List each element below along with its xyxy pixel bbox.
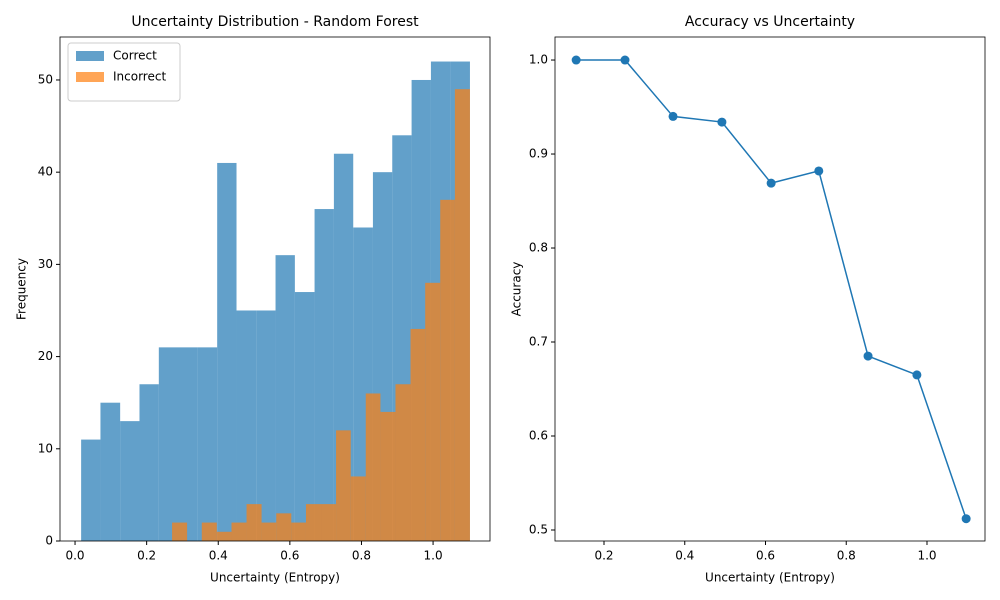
histogram-bar [231,522,247,541]
x-tick-label: 1.0 [917,549,936,563]
histogram-bar [100,402,121,541]
histogram-bar [275,255,295,541]
histogram-bar [410,328,426,541]
histogram-bar [256,310,276,541]
x-tick-label: 0.8 [837,549,856,563]
x-tick-label: 0.0 [65,549,84,563]
histogram-bar [81,439,101,541]
chart-title: Uncertainty Distribution - Random Forest [131,14,419,30]
x-tick-label: 0.6 [756,549,775,563]
point [620,55,630,65]
histogram-bar [216,531,232,541]
histogram-bar [201,522,217,541]
y-tick-label: 0.8 [529,241,548,255]
y-tick-label: 0 [45,534,53,548]
point [766,178,776,188]
point [717,117,727,127]
histogram-bar [294,292,315,541]
legend-label: Correct [113,49,157,63]
point [912,370,922,380]
histogram-bar [336,430,351,541]
histogram-bar [425,282,441,541]
histogram-bar [158,347,179,541]
y-tick-label: 40 [38,165,53,179]
histogram-bar [276,513,292,541]
histogram-bar [365,393,381,541]
histogram-bar [440,199,455,542]
y-tick-label: 1.0 [529,53,548,67]
histogram-bar [120,421,140,541]
histogram-bar [139,384,159,541]
line [576,59,967,519]
y-tick-label: 0.5 [529,523,548,537]
axes-frame [59,36,491,542]
x-tick-label: 0.6 [280,549,299,563]
histogram-bar [172,522,188,541]
x-tick-label: 0.2 [137,549,156,563]
histogram-bar [321,504,337,541]
y-tick-label: 20 [38,349,53,363]
point [571,55,581,65]
histogram-bar [236,310,257,541]
axes-frame [554,36,986,542]
histogram-bar [197,347,218,541]
x-axis-label: Uncertainty (Entropy) [210,571,340,585]
point [961,514,971,524]
histogram-bar [261,522,277,541]
y-tick-label: 0.9 [529,147,548,161]
legend-label: Incorrect [113,70,166,84]
point [814,166,824,176]
legend-swatch [76,51,104,61]
y-tick-label: 30 [38,257,53,271]
point [863,351,873,361]
y-tick-label: 0.6 [529,429,548,443]
x-tick-label: 0.2 [594,549,613,563]
histogram-bar [217,162,237,541]
histogram-bar [178,347,198,541]
x-tick-label: 0.4 [209,549,228,563]
point [668,111,678,121]
y-tick-label: 10 [38,441,53,455]
histogram-bar [314,209,334,542]
histogram-bar [246,504,262,541]
x-tick-label: 0.8 [352,549,371,563]
x-tick-label: 1.0 [424,549,443,563]
histogram-bar [305,504,322,541]
line-chart: Accuracy vs Uncertainty Uncertainty (Entr… [510,14,986,585]
x-axis-label: Uncertainty (Entropy) [705,571,835,585]
histogram-bar [291,522,306,541]
chart-title: Accuracy vs Uncertainty [685,14,855,30]
x-tick-label: 0.4 [675,549,694,563]
histogram-bar [395,384,411,541]
y-axis-label: Frequency [15,258,29,320]
y-tick-label: 50 [38,72,53,86]
y-axis-label: Accuracy [510,262,524,317]
legend-swatch [76,72,104,82]
histogram-bar [380,411,396,541]
histogram-bar [454,89,470,541]
histogram-chart: Uncertainty Distribution - Random Forest… [15,14,491,585]
y-tick-label: 0.7 [529,335,548,349]
histogram-bar [350,476,366,541]
